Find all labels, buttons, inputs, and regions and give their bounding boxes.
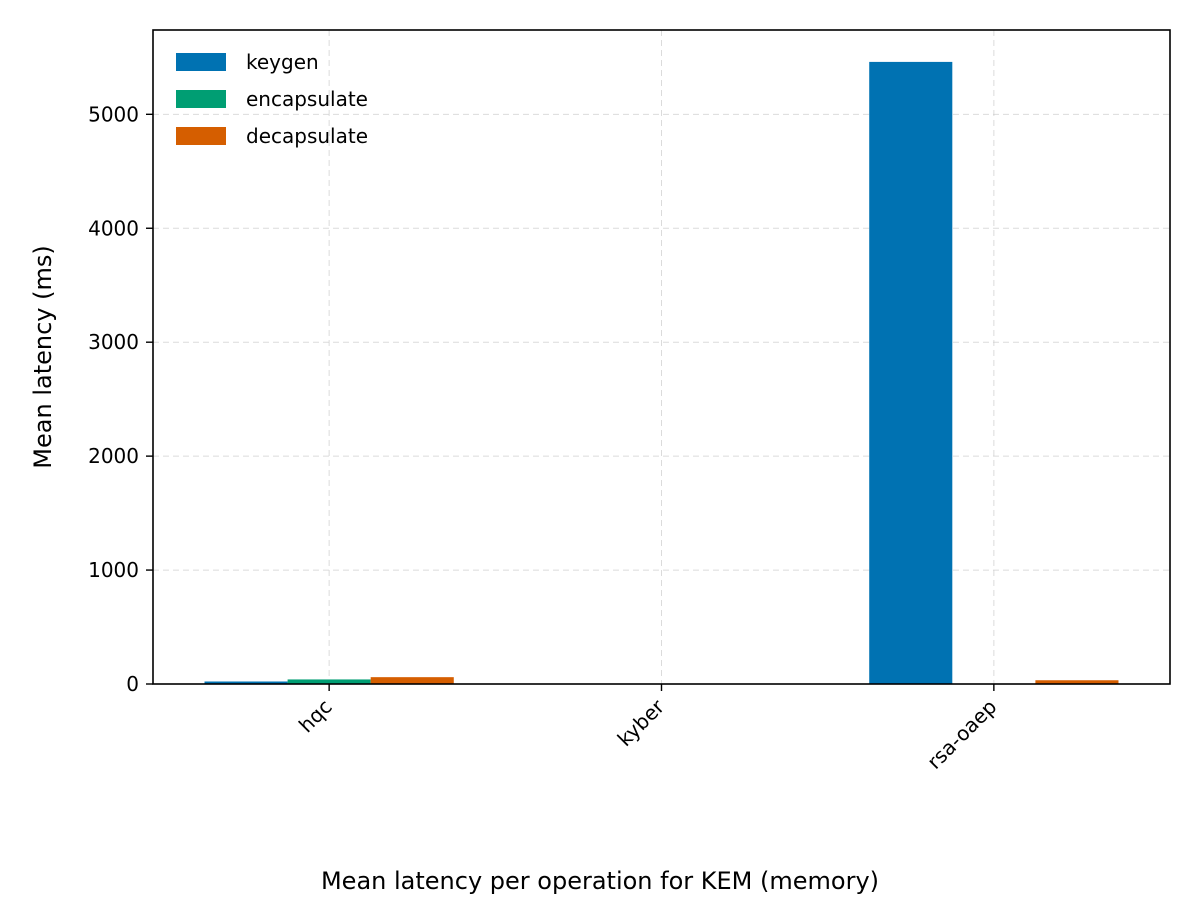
y-axis: 0 1000 2000 3000 4000 5000 bbox=[88, 102, 153, 696]
legend-swatch-encapsulate bbox=[176, 90, 226, 108]
y-tick-label: 3000 bbox=[88, 330, 139, 354]
x-axis: hqc kyber rsa-oaep bbox=[294, 684, 1001, 774]
y-tick-label: 1000 bbox=[88, 558, 139, 582]
y-axis-title: Mean latency (ms) bbox=[29, 245, 57, 468]
y-tick-label: 2000 bbox=[88, 444, 139, 468]
bar-keygen-rsa-oaep bbox=[869, 62, 952, 684]
legend-label-keygen: keygen bbox=[246, 50, 319, 74]
y-tick-label: 5000 bbox=[88, 102, 139, 126]
legend-label-decapsulate: decapsulate bbox=[246, 124, 368, 148]
chart-caption: Mean latency per operation for KEM (memo… bbox=[321, 867, 879, 895]
y-tick-label: 0 bbox=[126, 672, 139, 696]
legend: keygen encapsulate decapsulate bbox=[176, 50, 368, 148]
bar-decapsulate-hqc bbox=[371, 677, 454, 684]
x-tick-label: hqc bbox=[294, 695, 337, 738]
x-tick-label: kyber bbox=[613, 694, 670, 751]
legend-swatch-keygen bbox=[176, 53, 226, 71]
y-tick-label: 4000 bbox=[88, 216, 139, 240]
legend-label-encapsulate: encapsulate bbox=[246, 87, 368, 111]
x-tick-label: rsa-oaep bbox=[922, 695, 1001, 774]
legend-swatch-decapsulate bbox=[176, 127, 226, 145]
